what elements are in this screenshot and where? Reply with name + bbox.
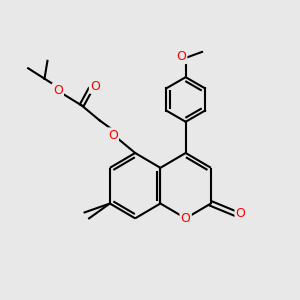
Text: O: O bbox=[90, 80, 100, 93]
Text: O: O bbox=[176, 50, 186, 63]
Text: O: O bbox=[236, 207, 246, 220]
Text: O: O bbox=[181, 212, 190, 225]
Text: O: O bbox=[108, 129, 118, 142]
Text: O: O bbox=[53, 84, 63, 97]
